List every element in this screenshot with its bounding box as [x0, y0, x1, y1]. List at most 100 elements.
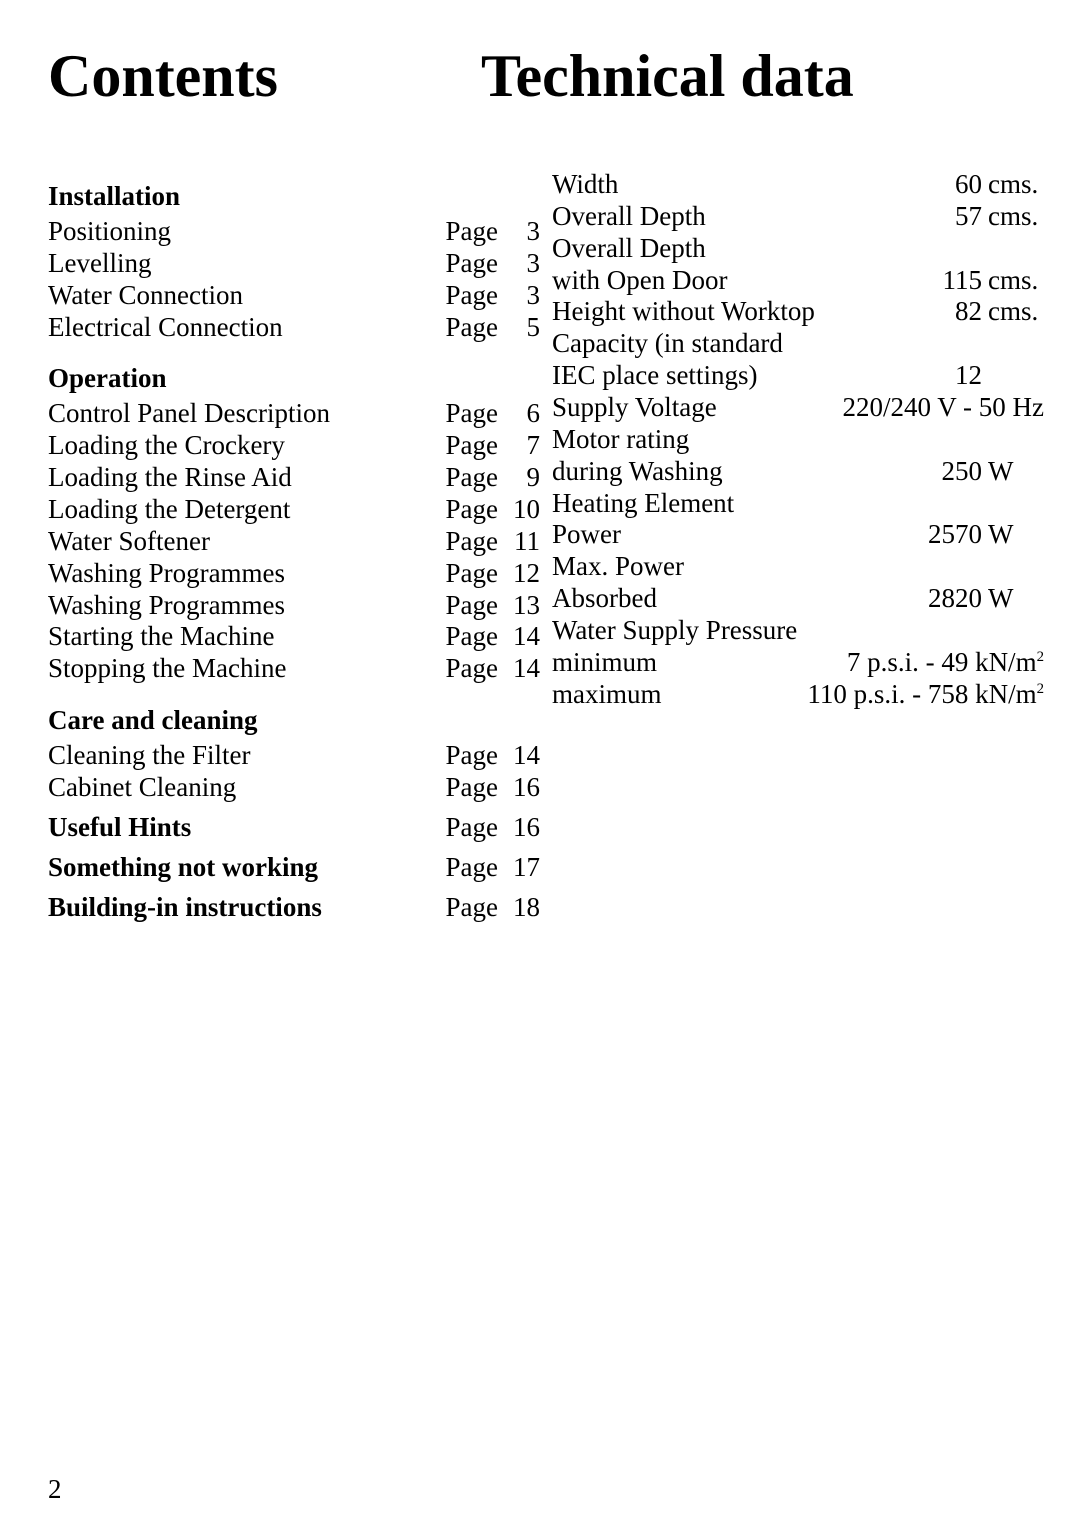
toc-label: Levelling — [48, 248, 446, 280]
spec-row-capacity: IEC place settings) 12 — [552, 360, 1044, 392]
toc-label: Water Connection — [48, 280, 446, 312]
spec-value: 82 — [955, 296, 988, 328]
toc-label: Something not working — [48, 852, 446, 884]
spec-label: Power — [552, 519, 928, 551]
toc-page-number: 6 — [504, 398, 540, 430]
spec-label: during Washing — [552, 456, 942, 488]
toc-row: Loading the Rinse Aid Page 9 — [48, 462, 540, 494]
toc-page-word: Page — [446, 398, 504, 430]
toc-page-number: 13 — [504, 590, 540, 622]
superscript: 2 — [1037, 681, 1044, 697]
toc-label: Washing Programmes — [48, 590, 446, 622]
toc-page-number: 3 — [504, 216, 540, 248]
spec-unit: W — [988, 456, 1044, 488]
toc-page-word: Page — [446, 430, 504, 462]
title-technical-data: Technical data — [481, 42, 1032, 111]
toc-page-word: Page — [446, 621, 504, 653]
toc-page-number: 12 — [504, 558, 540, 590]
spec-value: 7 p.s.i. - 49 kN/m2 — [847, 647, 1044, 679]
toc-page-number: 3 — [504, 248, 540, 280]
toc-row-bold: Something not working Page 17 — [48, 852, 540, 884]
toc-page-number: 9 — [504, 462, 540, 494]
spec-unit: W — [988, 583, 1044, 615]
title-contents: Contents — [48, 42, 481, 111]
spec-row-heating: Power 2570 W — [552, 519, 1044, 551]
toc-page-number: 18 — [504, 892, 540, 924]
toc-row: Loading the Crockery Page 7 — [48, 430, 540, 462]
two-column-body: Installation Positioning Page 3 Levellin… — [48, 169, 1032, 923]
spec-value-text: 110 p.s.i. - 758 kN/m — [807, 679, 1036, 709]
spec-row-motor: during Washing 250 W — [552, 456, 1044, 488]
toc-row: Stopping the Machine Page 14 — [48, 653, 540, 685]
spec-value: 2570 — [928, 519, 988, 551]
spec-row-pressure-min: minimum 7 p.s.i. - 49 kN/m2 — [552, 647, 1044, 679]
toc-page-number: 16 — [504, 812, 540, 844]
spec-multiline-label: Overall Depth — [552, 233, 1044, 265]
toc-page-word: Page — [446, 852, 504, 884]
spec-label: with Open Door — [552, 265, 943, 297]
toc-page-word: Page — [446, 590, 504, 622]
spec-value: 110 p.s.i. - 758 kN/m2 — [807, 679, 1044, 711]
toc-page-word: Page — [446, 462, 504, 494]
spec-row-depth: Overall Depth 57 cms. — [552, 201, 1044, 233]
toc-row: Washing Programmes Page 13 — [48, 590, 540, 622]
contents-column: Installation Positioning Page 3 Levellin… — [48, 169, 550, 923]
spec-label: Overall Depth — [552, 201, 955, 233]
toc-label: Useful Hints — [48, 812, 446, 844]
spec-value: 2820 — [928, 583, 988, 615]
spec-heading-pressure: Water Supply Pressure — [552, 615, 1044, 647]
spec-row-width: Width 60 cms. — [552, 169, 1044, 201]
technical-data-column: Width 60 cms. Overall Depth 57 cms. Over… — [550, 169, 1044, 923]
spec-label: Absorbed — [552, 583, 928, 615]
toc-page-word: Page — [446, 653, 504, 685]
spec-unit: cms. — [988, 201, 1044, 233]
toc-page-number: 14 — [504, 740, 540, 772]
spec-label: Width — [552, 169, 955, 201]
spec-unit: cms. — [988, 169, 1044, 201]
section-heading-care: Care and cleaning — [48, 705, 540, 736]
toc-label: Cleaning the Filter — [48, 740, 446, 772]
spec-row-height: Height without Worktop 82 cms. — [552, 296, 1044, 328]
spec-label: Supply Voltage — [552, 392, 843, 424]
spec-value: 115 — [943, 265, 989, 297]
spec-multiline-label: Capacity (in standard — [552, 328, 1044, 360]
toc-label: Positioning — [48, 216, 446, 248]
superscript: 2 — [1037, 649, 1044, 665]
toc-row: Loading the Detergent Page 10 — [48, 494, 540, 526]
spec-row-voltage: Supply Voltage 220/240 V - 50 Hz — [552, 392, 1044, 424]
toc-page-number: 14 — [504, 653, 540, 685]
spec-unit: W — [988, 519, 1044, 551]
toc-row: Starting the Machine Page 14 — [48, 621, 540, 653]
toc-page-word: Page — [446, 494, 504, 526]
toc-page-number: 7 — [504, 430, 540, 462]
toc-page-word: Page — [446, 558, 504, 590]
section-heading-operation: Operation — [48, 363, 540, 394]
toc-label: Stopping the Machine — [48, 653, 446, 685]
spec-label: minimum — [552, 647, 847, 679]
toc-page-number: 5 — [504, 312, 540, 344]
toc-row: Control Panel Description Page 6 — [48, 398, 540, 430]
toc-label: Water Softener — [48, 526, 446, 558]
spec-value: 250 — [942, 456, 989, 488]
toc-page-word: Page — [446, 312, 504, 344]
toc-row: Washing Programmes Page 12 — [48, 558, 540, 590]
spec-row-maxpower: Absorbed 2820 W — [552, 583, 1044, 615]
toc-label: Washing Programmes — [48, 558, 446, 590]
spec-value: 12 — [955, 360, 988, 392]
toc-page-word: Page — [446, 280, 504, 312]
spec-unit: cms. — [988, 265, 1044, 297]
spec-value: 60 — [955, 169, 988, 201]
spec-label: IEC place settings) — [552, 360, 955, 392]
toc-page-number: 17 — [504, 852, 540, 884]
toc-page-word: Page — [446, 772, 504, 804]
toc-row: Positioning Page 3 — [48, 216, 540, 248]
toc-row-bold: Useful Hints Page 16 — [48, 812, 540, 844]
spec-value: 220/240 V - 50 Hz — [843, 392, 1045, 424]
toc-row: Electrical Connection Page 5 — [48, 312, 540, 344]
spec-value: 57 — [955, 201, 988, 233]
manual-page: Contents Technical data Installation Pos… — [0, 0, 1080, 1533]
spec-row-pressure-max: maximum 110 p.s.i. - 758 kN/m2 — [552, 679, 1044, 711]
spec-row-open-door: with Open Door 115 cms. — [552, 265, 1044, 297]
spec-multiline-label: Max. Power — [552, 551, 1044, 583]
spec-multiline-label: Motor rating — [552, 424, 1044, 456]
